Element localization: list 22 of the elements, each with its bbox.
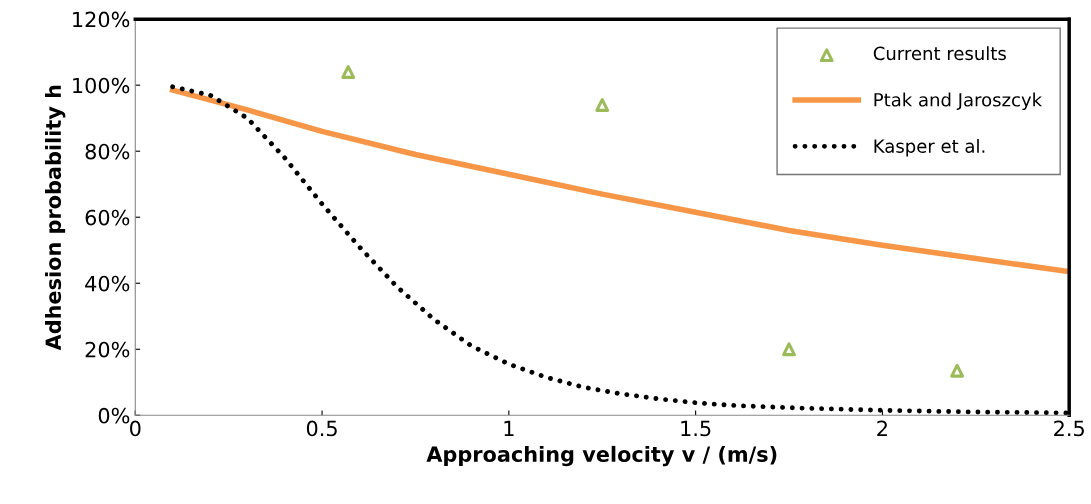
x-tick-label: 2.5 — [1054, 420, 1084, 437]
y-tick-label: 120% — [73, 11, 130, 28]
y-tick-label: 0% — [98, 407, 130, 424]
y-axis-title: Adhesion probability h — [44, 85, 66, 351]
point — [950, 363, 965, 378]
y-tick-label: 20% — [85, 341, 130, 358]
legend-label: Ptak and Jaroszcyk — [874, 92, 1043, 111]
y-tick-label: 40% — [85, 275, 130, 292]
point — [341, 65, 356, 79]
x-axis-title: Approaching velocity v / (m/s) — [426, 445, 777, 467]
x-tick-label: 1.5 — [681, 420, 711, 437]
legend-label: Current results — [873, 46, 1006, 61]
y-tick-label: 60% — [85, 209, 130, 226]
x-tick-label: 1 — [504, 420, 514, 436]
x-tick-label: 0 — [130, 420, 141, 437]
x-tick-label: 2 — [877, 420, 887, 436]
y-tick-label: 80% — [85, 143, 130, 160]
point — [595, 98, 610, 112]
legend-label: Kasper et al. — [874, 138, 985, 157]
x-tick-label: 0.5 — [306, 420, 337, 437]
point — [782, 342, 796, 357]
y-tick-label: 100% — [73, 77, 130, 94]
